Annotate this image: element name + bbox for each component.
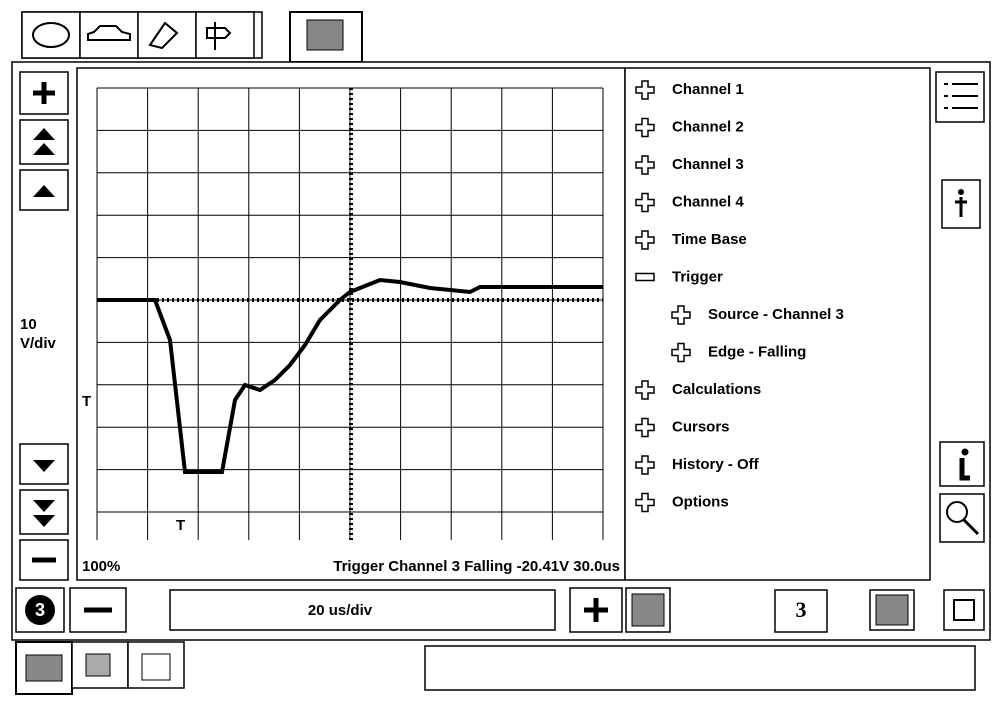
message-field: [424, 645, 976, 691]
left-buttons: 10 V/div: [19, 71, 69, 581]
tree-item[interactable]: Edge - Falling: [671, 342, 806, 363]
collapse-icon: [635, 272, 655, 282]
tab-notes[interactable]: [127, 641, 185, 689]
scroll-up-fast-button[interactable]: [19, 119, 69, 165]
window-button[interactable]: [943, 589, 985, 631]
tab-waveform[interactable]: [15, 641, 73, 695]
tab-wds[interactable]: [21, 11, 81, 59]
expand-icon: [635, 492, 655, 513]
scale-unit: V/div: [20, 335, 57, 352]
tree-item[interactable]: Channel 4: [635, 192, 744, 213]
tree-label: Options: [672, 493, 729, 510]
tree-item[interactable]: Time Base: [635, 230, 747, 250]
top-tabs: [21, 11, 363, 63]
tree-item[interactable]: Source - Channel 3: [671, 305, 844, 325]
tree-label: Time Base: [672, 231, 747, 248]
tree-item[interactable]: History - Off: [635, 455, 760, 475]
tree-label: Trigger: [672, 268, 723, 285]
trigger-status: Trigger Channel 3 Falling -20.41V 30.0us: [333, 558, 620, 575]
magnify-button[interactable]: [939, 493, 985, 543]
tree-label: Source - Channel 3: [708, 306, 844, 323]
tree-item[interactable]: Trigger: [635, 268, 723, 285]
scroll-down-fast-button[interactable]: [19, 489, 69, 535]
channel-number: 3: [796, 597, 807, 622]
expand-icon: [635, 192, 655, 213]
tab-vehicle[interactable]: [79, 11, 139, 59]
channel-select-button[interactable]: 3: [15, 587, 65, 633]
tree-label: Edge - Falling: [708, 343, 806, 360]
right-buttons: [935, 71, 985, 543]
timebase-increase-button[interactable]: [569, 587, 623, 633]
timebase-field: [169, 589, 556, 631]
expand-icon: [635, 230, 655, 250]
channel-badge: 3: [35, 600, 45, 620]
list-button[interactable]: [935, 71, 985, 123]
expand-icon: [635, 80, 655, 100]
expand-icon: [671, 305, 691, 325]
tree-item[interactable]: Cursors: [635, 417, 730, 438]
expand-icon: [635, 455, 655, 475]
scroll-down-button[interactable]: [19, 443, 69, 485]
tab-scope[interactable]: [289, 11, 363, 63]
tree-label: Channel 4: [672, 193, 744, 210]
tree-label: Channel 1: [672, 81, 744, 98]
trigger-level-marker: T: [82, 393, 91, 410]
channel-box[interactable]: 3: [774, 589, 828, 633]
expand-icon: [671, 342, 691, 363]
info-button[interactable]: [939, 441, 985, 487]
settings-tree-panel: [624, 67, 931, 581]
tree-label: Cursors: [672, 418, 730, 435]
expand-icon: [635, 155, 655, 175]
timebase-value: 20 us/div: [308, 602, 373, 619]
zoom-in-button[interactable]: [19, 71, 69, 115]
trigger-time-marker: T: [176, 517, 185, 534]
timebase-decrease-button[interactable]: [69, 587, 127, 633]
tree-label: Calculations: [672, 381, 761, 398]
tree-item[interactable]: Channel 3: [635, 155, 744, 175]
expand-icon: [635, 417, 655, 438]
bottom-tabs: [15, 641, 976, 695]
scale-value: 10: [20, 316, 37, 333]
tab-files[interactable]: [71, 641, 129, 689]
zoom-level: 100%: [82, 558, 120, 575]
expand-icon: [635, 117, 655, 138]
expand-icon: [635, 380, 655, 400]
tree-label: Channel 3: [672, 156, 744, 173]
bottom-bar: 3 20 us/div 3: [15, 587, 985, 633]
scroll-up-button[interactable]: [19, 169, 69, 211]
zoom-out-button[interactable]: [19, 539, 69, 581]
settings-tree: Channel 1 Channel 2 Channel 3 Channel 4 Time…: [635, 80, 844, 513]
grid: [96, 87, 604, 540]
tree-item[interactable]: Channel 1: [635, 80, 744, 100]
tree-item[interactable]: Channel 2: [635, 117, 744, 138]
tree-label: History - Off: [672, 456, 760, 473]
display-button[interactable]: [869, 589, 915, 631]
scope-button[interactable]: [625, 587, 671, 633]
tree-item[interactable]: Calculations: [635, 380, 761, 400]
tab-tools[interactable]: [137, 11, 197, 59]
tab-directions[interactable]: [195, 11, 255, 59]
tree-item[interactable]: Options: [635, 492, 729, 513]
person-button[interactable]: [941, 179, 981, 229]
tree-label: Channel 2: [672, 118, 744, 135]
waveform: [97, 277, 603, 474]
